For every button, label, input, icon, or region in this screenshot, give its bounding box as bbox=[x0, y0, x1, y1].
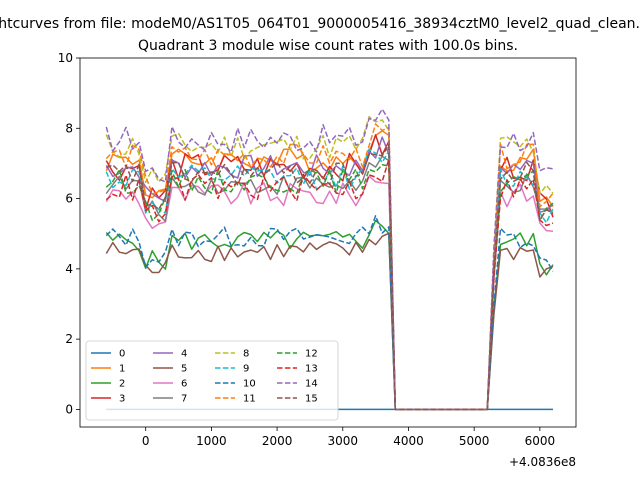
legend-label-1: 1 bbox=[119, 364, 125, 375]
legend-label-0: 0 bbox=[119, 349, 125, 360]
figure-suptitle: Lightcurves from file: modeM0/AS1T05_064… bbox=[0, 16, 640, 32]
legend-label-7: 7 bbox=[181, 394, 187, 405]
legend-label-5: 5 bbox=[181, 364, 187, 375]
x-tick-label: 6000 bbox=[525, 434, 556, 448]
x-tick-label: 4000 bbox=[393, 434, 424, 448]
legend-label-12: 12 bbox=[305, 349, 318, 360]
legend-label-8: 8 bbox=[243, 349, 249, 360]
series-line-5 bbox=[105, 232, 554, 411]
series-line-10 bbox=[105, 215, 554, 411]
y-tick-label: 8 bbox=[65, 121, 73, 135]
legend-label-10: 10 bbox=[243, 379, 256, 390]
x-tick-label: 0 bbox=[142, 434, 150, 448]
y-tick-label: 10 bbox=[58, 51, 73, 65]
chart-title: Quadrant 3 module wise count rates with … bbox=[138, 38, 518, 54]
x-axis-offset-label: +4.0836e8 bbox=[509, 455, 576, 469]
y-tick-label: 6 bbox=[65, 192, 73, 206]
legend-label-9: 9 bbox=[243, 364, 249, 375]
x-axis: 0 1000 2000 3000 4000 5000 6000 bbox=[142, 427, 555, 448]
x-tick-label: 3000 bbox=[328, 434, 359, 448]
x-tick-label: 2000 bbox=[262, 434, 293, 448]
axes-frame bbox=[79, 57, 577, 428]
y-tick-label: 0 bbox=[65, 402, 73, 416]
legend-label-14: 14 bbox=[305, 379, 318, 390]
series-line-14 bbox=[105, 108, 554, 411]
series-line-15 bbox=[106, 144, 554, 411]
y-tick-label: 4 bbox=[65, 262, 73, 276]
series-lines bbox=[105, 108, 554, 411]
legend-label-4: 4 bbox=[181, 349, 187, 360]
legend-label-13: 13 bbox=[305, 364, 318, 375]
legend-label-2: 2 bbox=[119, 379, 125, 390]
legend-label-3: 3 bbox=[119, 394, 125, 405]
legend-box bbox=[85, 340, 339, 421]
legend-label-15: 15 bbox=[305, 394, 318, 405]
y-tick-label: 2 bbox=[65, 332, 73, 346]
x-tick-label: 1000 bbox=[196, 434, 227, 448]
legend-label-6: 6 bbox=[181, 379, 187, 390]
y-axis: 0 2 4 6 8 10 bbox=[58, 51, 80, 416]
x-tick-label: 5000 bbox=[459, 434, 490, 448]
legend-label-11: 11 bbox=[243, 394, 256, 405]
